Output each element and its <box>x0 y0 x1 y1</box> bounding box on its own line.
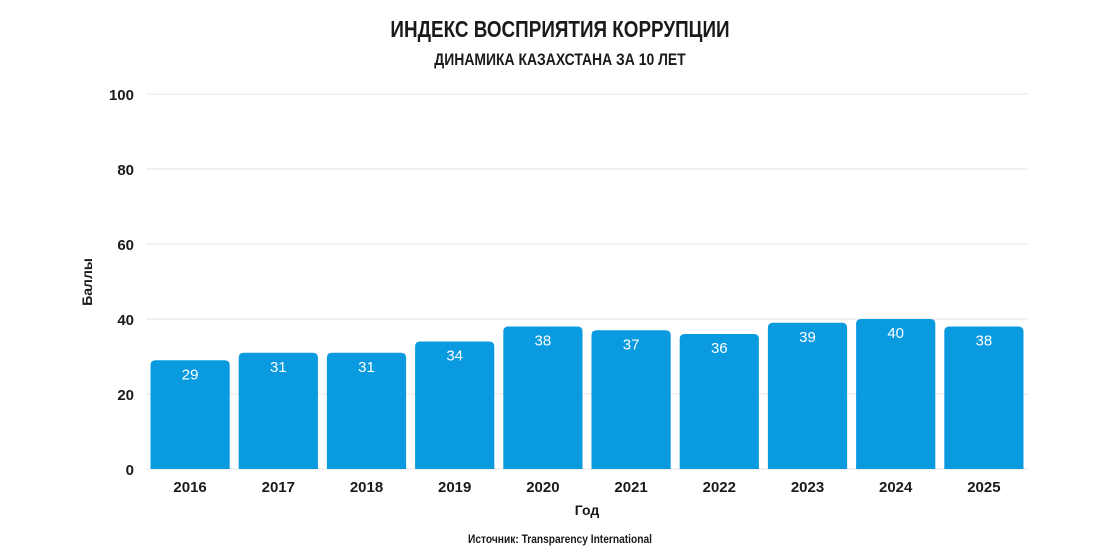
bar-2019 <box>415 341 495 469</box>
bar-2025 <box>944 326 1024 469</box>
x-tick-label: 2018 <box>350 479 383 496</box>
data-label: 37 <box>623 336 640 353</box>
x-tick-label: 2023 <box>791 479 824 496</box>
x-tick-label: 2025 <box>967 479 1000 496</box>
data-label: 34 <box>446 348 463 365</box>
bar-2020 <box>503 326 583 469</box>
chart-source: Источник: Transparency International <box>468 532 652 546</box>
y-tick-label: 80 <box>117 162 134 179</box>
bar-2023 <box>767 322 848 469</box>
y-tick-label: 40 <box>117 312 134 329</box>
bar-2016 <box>150 360 230 469</box>
y-tick-label: 100 <box>109 87 134 104</box>
x-tick-label: 2024 <box>879 479 913 496</box>
data-label: 38 <box>976 333 993 350</box>
x-axis-label: Год <box>575 502 600 518</box>
data-label: 31 <box>358 359 375 376</box>
data-label: 38 <box>535 333 552 350</box>
bar-2022 <box>679 334 759 469</box>
x-tick-label: 2020 <box>526 479 559 496</box>
data-label: 36 <box>711 340 728 357</box>
bar-2024 <box>856 319 936 469</box>
data-label: 29 <box>182 366 199 383</box>
x-tick-label: 2019 <box>438 479 471 496</box>
y-tick-label: 20 <box>117 387 134 404</box>
y-axis-label: Баллы <box>79 258 95 306</box>
x-tick-label: 2022 <box>703 479 736 496</box>
data-label: 39 <box>799 329 816 346</box>
data-label: 40 <box>887 325 904 342</box>
bar-2021 <box>591 330 671 469</box>
chart-title: ИНДЕКС ВОСПРИЯТИЯ КОРРУПЦИИ <box>390 16 730 42</box>
x-tick-label: 2021 <box>614 479 647 496</box>
y-tick-label: 0 <box>126 462 134 479</box>
y-tick-label: 60 <box>117 237 134 254</box>
data-label: 31 <box>270 359 287 376</box>
bar-2017 <box>238 352 318 469</box>
bar-2018 <box>326 352 407 469</box>
x-tick-label: 2017 <box>262 479 295 496</box>
chart-subtitle: ДИНАМИКА КАЗАХСТАНА ЗА 10 ЛЕТ <box>434 50 686 69</box>
x-tick-label: 2016 <box>173 479 206 496</box>
